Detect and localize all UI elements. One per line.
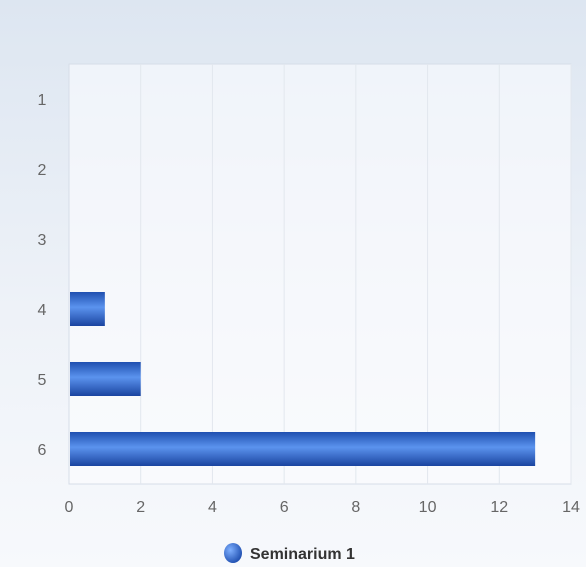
y-tick-label: 2 [38,162,47,179]
y-tick-label: 5 [38,372,47,389]
x-tick-label: 12 [490,499,508,516]
bar[interactable] [70,292,105,326]
x-tick-label: 8 [351,499,360,516]
legend[interactable]: Seminarium 1 [224,543,355,563]
x-tick-label: 4 [208,499,217,516]
x-axis-labels: 0 2 4 6 8 10 12 14 [65,499,580,516]
legend-marker-icon [224,543,242,563]
legend-label: Seminarium 1 [250,546,355,563]
x-tick-label: 2 [136,499,145,516]
bar[interactable] [70,362,141,396]
y-tick-label: 4 [38,302,47,319]
plot-area [68,63,572,485]
y-tick-label: 1 [38,92,47,109]
y-tick-label: 3 [38,232,47,249]
x-tick-label: 14 [562,499,580,516]
grid-lines [140,64,572,484]
bar[interactable] [70,432,536,466]
y-tick-label: 6 [38,442,47,459]
x-tick-label: 6 [280,499,289,516]
y-axis-labels: 1 2 3 4 5 6 [38,92,47,459]
x-tick-label: 0 [65,499,74,516]
x-tick-label: 10 [419,499,437,516]
bars-group [70,292,536,466]
